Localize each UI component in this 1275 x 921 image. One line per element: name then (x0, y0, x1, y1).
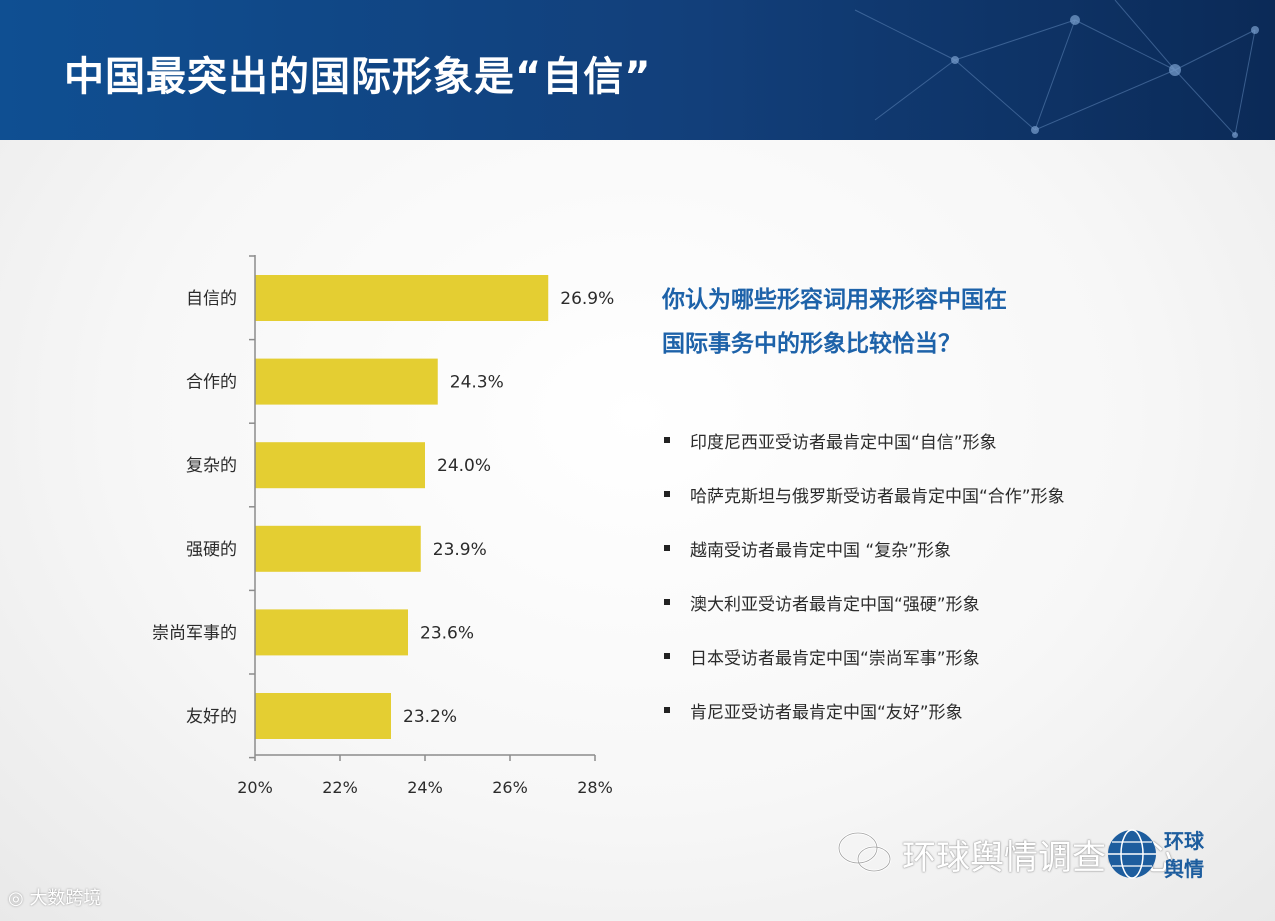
finding-text: 越南受访者最肯定中国 “复杂”形象 (690, 541, 952, 561)
category-label: 强硬的 (186, 540, 237, 560)
findings-list: 印度尼西亚受访者最肯定中国“自信”形象 哈萨克斯坦与俄罗斯受访者最肯定中国“合作… (662, 428, 1065, 752)
page-title: 中国最突出的国际形象是“自信” (64, 54, 652, 100)
bar-4 (255, 525, 421, 572)
wechat-icon (837, 831, 892, 873)
value-label: 23.9% (433, 540, 487, 560)
value-label: 23.6% (420, 623, 474, 643)
bar-2 (255, 358, 438, 405)
network-decoration-icon (854, 0, 1259, 138)
finding-item: 澳大利亚受访者最肯定中国“强硬”形象 (662, 590, 1065, 644)
bullet-icon (664, 653, 670, 659)
logo-text-top: 环球 (1164, 829, 1205, 853)
x-tick-label: 26% (492, 778, 528, 797)
category-label: 友好的 (186, 707, 237, 727)
bullet-icon (664, 707, 670, 713)
bar-chart: 自信的 26.9% 合作的 24.3% 复杂的 24.0% 强硬的 23.9% 崇尚军事的 23.… (152, 255, 614, 797)
header-banner: 中国最突出的国际形象是“自信” (0, 0, 1275, 140)
value-label: 24.0% (437, 456, 491, 476)
bullet-icon (664, 437, 670, 443)
value-label: 26.9% (560, 289, 614, 309)
finding-text: 日本受访者最肯定中国“崇尚军事”形象 (690, 649, 980, 669)
bar-1 (255, 275, 549, 321)
finding-item: 哈萨克斯坦与俄罗斯受访者最肯定中国“合作”形象 (662, 482, 1065, 536)
finding-item: 印度尼西亚受访者最肯定中国“自信”形象 (662, 428, 1065, 482)
finding-item: 越南受访者最肯定中国 “复杂”形象 (662, 536, 1065, 590)
category-label: 自信的 (186, 289, 237, 309)
value-label: 24.3% (450, 373, 504, 393)
bottom-watermark-text: 大数跨境 (29, 888, 102, 909)
bullet-icon (664, 599, 670, 605)
finding-text: 澳大利亚受访者最肯定中国“强硬”形象 (690, 595, 980, 615)
survey-question: 你认为哪些形容词用来形容中国在 国际事务中的形象比较恰当？ (662, 278, 1142, 366)
finding-text: 哈萨克斯坦与俄罗斯受访者最肯定中国“合作”形象 (690, 487, 1065, 507)
x-tick-label: 28% (577, 778, 613, 797)
bar-5 (255, 609, 408, 656)
question-line-2: 国际事务中的形象比较恰当？ (662, 331, 961, 357)
x-tick-label: 20% (237, 778, 273, 797)
finding-item: 日本受访者最肯定中国“崇尚军事”形象 (662, 644, 1065, 698)
category-label: 合作的 (186, 373, 237, 393)
bar-3 (255, 442, 425, 489)
finding-text: 肯尼亚受访者最肯定中国“友好”形象 (690, 703, 963, 723)
x-tick-label: 22% (322, 778, 358, 797)
finding-text: 印度尼西亚受访者最肯定中国“自信”形象 (690, 433, 997, 453)
bullet-icon (664, 545, 670, 551)
finding-item: 肯尼亚受访者最肯定中国“友好”形象 (662, 698, 1065, 752)
x-tick-label: 24% (407, 778, 443, 797)
brand-icon: ◎ (8, 888, 30, 909)
bottom-watermark: ◎ 大数跨境 (8, 884, 101, 910)
logo-text-bottom: 舆情 (1164, 857, 1204, 881)
globe-logo-icon: 环球 舆情 (1108, 829, 1205, 881)
question-line-1: 你认为哪些形容词用来形容中国在 (662, 287, 1007, 313)
category-label: 复杂的 (186, 456, 237, 476)
bar-6 (255, 693, 391, 739)
value-label: 23.2% (403, 707, 457, 727)
category-label: 崇尚军事的 (152, 623, 237, 643)
bullet-icon (664, 491, 670, 497)
